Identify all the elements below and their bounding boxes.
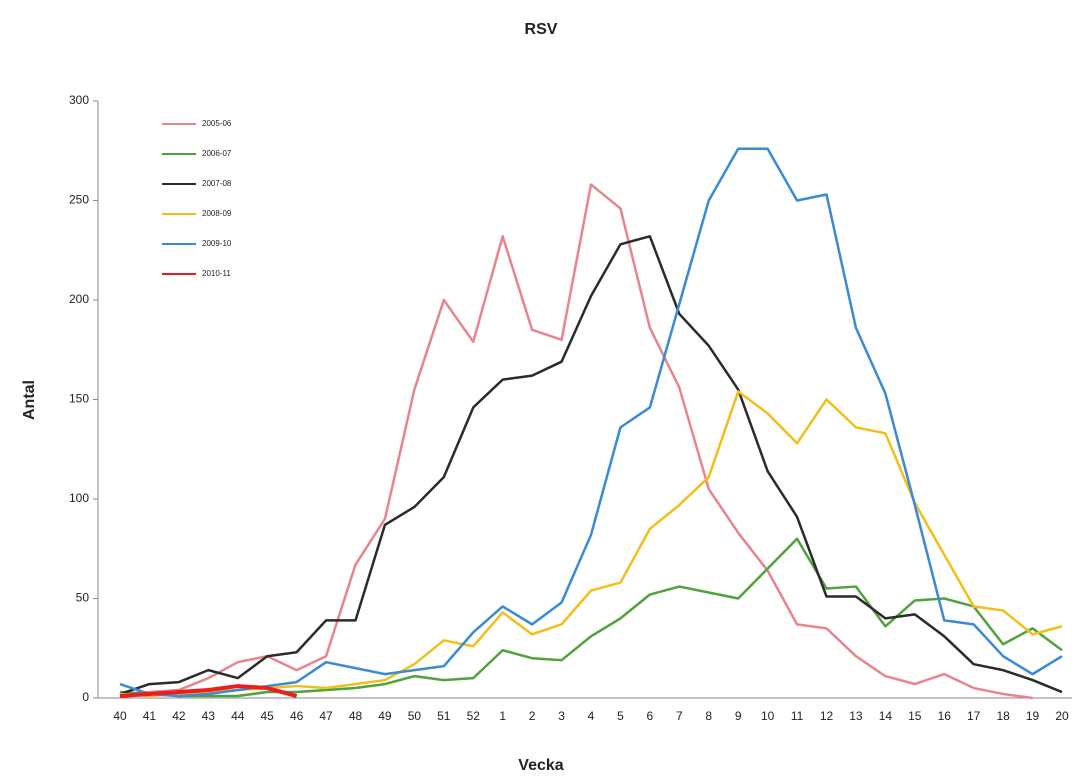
legend-label: 2005-06 xyxy=(202,119,232,128)
x-axis-label: Vecka xyxy=(518,757,563,774)
series-line xyxy=(119,684,298,699)
y-tick-label: 100 xyxy=(69,491,89,505)
x-tick-label: 47 xyxy=(319,709,333,723)
x-tick-label: 19 xyxy=(1026,709,1040,723)
x-tick-label: 20 xyxy=(1055,709,1069,723)
y-tick-label: 200 xyxy=(69,292,89,306)
x-tick-label: 6 xyxy=(647,709,654,723)
x-tick-label: 52 xyxy=(467,709,481,723)
y-tick-label: 150 xyxy=(69,392,89,406)
x-tick-label: 18 xyxy=(996,709,1010,723)
legend-label: 2010-11 xyxy=(202,269,231,278)
x-tick-label: 17 xyxy=(967,709,981,723)
x-tick-label: 41 xyxy=(143,709,157,723)
x-tick-label: 16 xyxy=(938,709,952,723)
x-tick-label: 46 xyxy=(290,709,304,723)
x-tick-label: 15 xyxy=(908,709,922,723)
x-tick-label: 44 xyxy=(231,709,245,723)
x-tick-label: 7 xyxy=(676,709,683,723)
chart-title: RSV xyxy=(525,21,558,38)
y-axis-label: Antal xyxy=(21,380,38,420)
legend-label: 2007-08 xyxy=(202,179,232,188)
series-line xyxy=(119,147,1063,698)
x-tick-label: 49 xyxy=(378,709,392,723)
x-tick-label: 8 xyxy=(705,709,712,723)
x-tick-label: 48 xyxy=(349,709,363,723)
y-tick-label: 0 xyxy=(82,690,89,704)
x-tick-label: 42 xyxy=(172,709,186,723)
x-tick-label: 3 xyxy=(558,709,565,723)
x-tick-label: 2 xyxy=(529,709,536,723)
x-tick-label: 43 xyxy=(202,709,216,723)
y-tick-label: 50 xyxy=(76,591,90,605)
x-tick-label: 14 xyxy=(879,709,893,723)
x-tick-label: 1 xyxy=(499,709,506,723)
x-tick-label: 5 xyxy=(617,709,624,723)
series-line xyxy=(119,183,1033,700)
y-tick-label: 250 xyxy=(69,193,89,207)
series-line xyxy=(119,235,1063,696)
legend-label: 2008-09 xyxy=(202,209,232,218)
x-tick-label: 40 xyxy=(113,709,127,723)
x-tick-label: 11 xyxy=(791,709,804,723)
x-tick-label: 13 xyxy=(849,709,863,723)
x-tick-label: 12 xyxy=(820,709,834,723)
x-tick-label: 4 xyxy=(588,709,595,723)
legend-label: 2006-07 xyxy=(202,149,232,158)
series-line xyxy=(119,390,1063,698)
x-tick-label: 45 xyxy=(261,709,275,723)
x-tick-label: 10 xyxy=(761,709,775,723)
x-tick-label: 9 xyxy=(735,709,742,723)
y-tick-label: 300 xyxy=(69,93,89,107)
x-tick-label: 51 xyxy=(437,709,451,723)
x-tick-label: 50 xyxy=(408,709,422,723)
legend-label: 2009-10 xyxy=(202,239,232,248)
